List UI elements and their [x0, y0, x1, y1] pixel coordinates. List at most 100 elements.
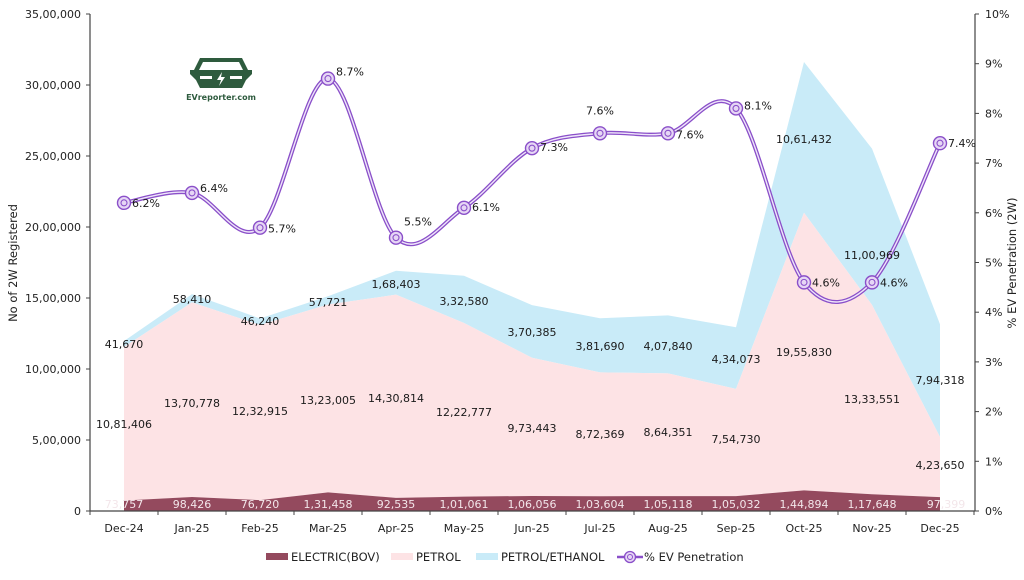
stacked-areas	[124, 61, 940, 511]
petrol-value-label: 8,72,369	[576, 428, 625, 441]
petrol-value-label: 7,54,730	[712, 433, 761, 446]
petrol-ethanol-value-label: 1,68,403	[372, 278, 421, 291]
ev-penetration-marker-inner	[936, 139, 944, 147]
ev-penetration-label: 4.6%	[812, 276, 840, 289]
evreporter-logo: EVreporter.com	[186, 58, 256, 102]
y-axis-title: No of 2W Registered	[6, 204, 20, 322]
petrol-ethanol-value-label: 4,07,840	[644, 340, 693, 353]
ev-penetration-marker[interactable]	[252, 220, 268, 235]
legend-label-petrol: PETROL	[416, 550, 461, 564]
electric-value-label: 97,399	[927, 498, 966, 511]
petrol-value-label: 9,73,443	[508, 422, 557, 435]
legend: ELECTRIC(BOV) PETROL PETROL/ETHANOL % EV…	[266, 550, 744, 564]
electric-value-label: 1,06,056	[508, 498, 557, 511]
y2-tick-label: 8%	[985, 107, 1002, 120]
ev-penetration-label: 6.4%	[200, 182, 228, 195]
petrol-ethanol-value-label: 41,670	[105, 338, 144, 351]
ev-penetration-label: 6.2%	[132, 197, 160, 210]
electric-value-label: 1,01,061	[440, 498, 489, 511]
electric-value-label: 1,05,118	[644, 498, 693, 511]
ev-penetration-label: 8.7%	[336, 66, 364, 79]
area-electric	[124, 490, 940, 511]
petrol-ethanol-value-label: 46,240	[241, 315, 280, 328]
y2-tick-label: 9%	[985, 58, 1002, 71]
ev-penetration-marker[interactable]	[660, 126, 676, 141]
ev-penetration-marker[interactable]	[592, 126, 608, 141]
area-petrol	[124, 212, 940, 501]
ev-penetration-marker-inner	[256, 224, 264, 232]
x-tick-label: Jul-25	[583, 522, 615, 535]
x-tick-label: Mar-25	[309, 522, 347, 535]
y-tick-label: 5,00,000	[32, 434, 81, 447]
ev-penetration-marker[interactable]	[320, 71, 336, 86]
logo-text: EVreporter.com	[186, 93, 256, 102]
ev-penetration-label: 8.1%	[744, 99, 772, 112]
petrol-ethanol-value-label: 3,70,385	[508, 326, 557, 339]
ev-penetration-marker-inner	[392, 234, 400, 242]
y2-axis-title: % EV Penetration (2W)	[1005, 198, 1019, 329]
ev-penetration-marker[interactable]	[388, 230, 404, 245]
electric-value-label: 73,757	[105, 498, 144, 511]
electric-value-label: 1,44,894	[780, 498, 829, 511]
legend-item-petrol-ethanol[interactable]: PETROL/ETHANOL	[476, 550, 605, 564]
ev-penetration-marker[interactable]	[728, 101, 744, 116]
petrol-ethanol-value-label: 58,410	[173, 293, 212, 306]
petrol-value-label: 12,32,915	[232, 405, 288, 418]
electric-value-label: 1,17,648	[848, 498, 897, 511]
ev-penetration-label: 7.6%	[586, 104, 614, 117]
ev-penetration-marker-inner	[460, 204, 468, 212]
legend-swatch-electric	[266, 553, 288, 560]
petrol-value-label: 12,22,777	[436, 406, 492, 419]
ev-penetration-marker-inner	[664, 129, 672, 137]
ev-penetration-marker-inner	[732, 104, 740, 112]
petrol-value-label: 19,55,830	[776, 346, 832, 359]
x-tick-label: Oct-25	[786, 522, 823, 535]
y-tick-label: 35,00,000	[25, 8, 81, 21]
ev-penetration-marker-inner	[528, 144, 536, 152]
legend-line-marker-icon	[617, 550, 643, 564]
petrol-value-label: 13,70,778	[164, 397, 220, 410]
y-tick-label: 15,00,000	[25, 292, 81, 305]
ev-penetration-marker[interactable]	[864, 275, 880, 290]
x-tick-label: Dec-25	[920, 522, 959, 535]
legend-label-ev-penetration: % EV Penetration	[644, 550, 744, 564]
petrol-ethanol-value-label: 11,00,969	[844, 249, 900, 262]
legend-swatch-petrol	[391, 553, 413, 560]
x-tick-label: Aug-25	[648, 522, 687, 535]
ev-penetration-marker[interactable]	[932, 136, 948, 151]
ev-penetration-marker[interactable]	[184, 185, 200, 201]
ev-penetration-marker[interactable]	[524, 140, 540, 156]
x-tick-label: May-25	[444, 522, 485, 535]
legend-swatch-petrol-ethanol	[476, 553, 498, 560]
legend-item-electric[interactable]: ELECTRIC(BOV)	[266, 550, 380, 564]
y2-tick-label: 6%	[985, 207, 1002, 220]
x-tick-label: Dec-24	[104, 522, 143, 535]
ev-penetration-marker[interactable]	[456, 200, 472, 216]
ev-penetration-marker-inner	[868, 278, 876, 286]
y2-tick-label: 2%	[985, 406, 1002, 419]
legend-item-ev-penetration[interactable]: % EV Penetration	[617, 550, 744, 564]
petrol-value-label: 14,30,814	[368, 392, 424, 405]
legend-item-petrol[interactable]: PETROL	[391, 550, 461, 564]
petrol-ethanol-value-label: 10,61,432	[776, 133, 832, 146]
ev-penetration-label: 6.1%	[472, 201, 500, 214]
axes: 0 5,00,000 10,00,000 15,00,000 20,00,000 25,0…	[6, 8, 1019, 535]
petrol-value-label: 10,81,406	[96, 418, 152, 431]
y-tick-label: 20,00,000	[25, 221, 81, 234]
ev-penetration-label: 7.6%	[676, 128, 704, 141]
ev-penetration-marker[interactable]	[796, 275, 812, 290]
y2-tick-label: 10%	[985, 8, 1009, 21]
petrol-value-label: 13,33,551	[844, 393, 900, 406]
petrol-value-label: 13,23,005	[300, 394, 356, 407]
electric-value-label: 1,31,458	[304, 498, 353, 511]
petrol-ethanol-value-label: 3,32,580	[440, 295, 489, 308]
area-petrol-ethanol	[124, 61, 940, 438]
y2-tick-label: 1%	[985, 455, 1002, 468]
y2-tick-label: 3%	[985, 356, 1002, 369]
x-tick-label: Jun-25	[513, 522, 549, 535]
data-labels: 6.2% 6.4% 5.7% 8.7% 5.5% 6.1% 7.3% 7.6% 7.6% 8.1%…	[96, 66, 976, 511]
ev-penetration-marker-inner	[800, 278, 808, 286]
y2-tick-label: 7%	[985, 157, 1002, 170]
ev-penetration-marker[interactable]	[116, 195, 132, 211]
